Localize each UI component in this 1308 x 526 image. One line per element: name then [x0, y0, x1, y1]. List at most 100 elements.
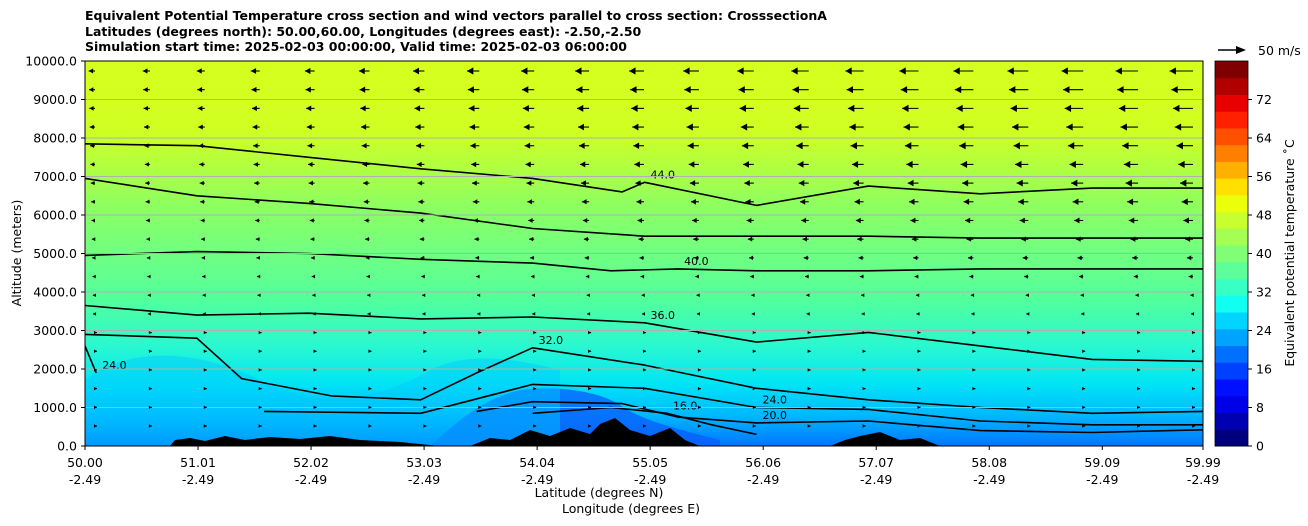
wind-vector-head [1012, 123, 1019, 131]
wind-vector-head [148, 349, 152, 353]
wind-vector-head [586, 293, 590, 297]
wind-vector-head [805, 274, 809, 279]
colorbar-segment [1215, 228, 1248, 246]
wind-vector-head [1181, 198, 1188, 206]
y-tick-label: 0.0 [57, 439, 77, 454]
wind-vector-head [1082, 424, 1086, 428]
wind-vector-head [578, 123, 584, 131]
wind-vector-head [146, 255, 151, 260]
wind-vector-head [306, 124, 312, 130]
wind-vector-head [1137, 349, 1141, 353]
colorbar-segment [1215, 362, 1248, 380]
wind-vector-head [422, 312, 426, 316]
wind-vector-head [637, 217, 642, 223]
wind-vector-head [684, 86, 691, 94]
wind-vector-head [524, 142, 531, 149]
wind-vector-head [642, 405, 646, 410]
wind-vector-head [533, 424, 537, 428]
colorbar-segment [1215, 77, 1248, 95]
wind-vector-head [478, 368, 482, 372]
wind-vector-head [146, 237, 150, 242]
wind-vector-head [752, 405, 756, 410]
wind-vector-head [1075, 236, 1081, 242]
x-tick-label-lon: -2.49 [521, 472, 553, 487]
wind-vector-head [1183, 217, 1189, 224]
wind-vector-head [256, 274, 261, 279]
wind-vector-head [957, 123, 965, 131]
wind-vector-head [1137, 386, 1141, 391]
contour-label: 24.0 [762, 394, 787, 407]
wind-vector-head [752, 368, 756, 372]
wind-vector-head [419, 236, 424, 242]
wind-vector-head [423, 368, 427, 372]
wind-vector-head [1072, 198, 1079, 206]
wind-vector-head [365, 255, 370, 260]
wind-vector-head [198, 143, 204, 149]
wind-vector-head [1021, 236, 1026, 242]
wind-vector-head [250, 68, 257, 74]
wind-vector-head [642, 330, 646, 335]
wind-vector-head [577, 104, 584, 112]
wind-vector-head [747, 236, 753, 242]
wind-vector-head [801, 217, 807, 224]
quiver-key: 50 m/s [1218, 43, 1301, 58]
wind-vector-head [859, 274, 864, 279]
wind-vector-head [257, 312, 261, 316]
x-tick-label-lon: -2.49 [634, 472, 666, 487]
colorbar-label: Equivalent potential temperature ˚C [1282, 139, 1297, 367]
wind-vector-head [148, 330, 152, 335]
wind-vector-head [92, 274, 96, 279]
wind-vector-head [738, 86, 745, 94]
contour-line [476, 400, 1203, 434]
x-axis: 50.00 -2.49 51.01 -2.49 52.02 -2.49 53.03 -2.49… [67, 446, 1221, 487]
wind-vector-head [1027, 330, 1031, 335]
wind-vector-head [368, 386, 372, 391]
wind-vector-head [307, 143, 313, 149]
wind-vector-head [963, 198, 970, 205]
colorbar-segment [1215, 194, 1248, 213]
wind-vector-head [687, 142, 694, 150]
wind-vector-head [477, 312, 481, 316]
wind-vector-head [902, 104, 909, 112]
wind-vector-head [965, 217, 971, 224]
wind-vector-head [1082, 330, 1086, 335]
wind-vector-head [471, 161, 477, 168]
wind-vector-head [642, 349, 646, 353]
wind-vector-head [147, 312, 151, 316]
x-tick-label-lon: -2.49 [860, 472, 892, 487]
wind-vector-head [467, 67, 474, 75]
x-tick-label-lon: -2.49 [747, 472, 779, 487]
wind-vector-head [526, 180, 532, 186]
wind-vector-head [798, 179, 805, 187]
wind-vector-head [422, 293, 426, 297]
wind-vector-head [1176, 142, 1183, 150]
wind-vector-head [1123, 160, 1131, 169]
wind-vector-head [368, 405, 372, 410]
wind-vector-head [807, 424, 811, 428]
wind-vector-head [1178, 160, 1185, 169]
wind-vector-head [737, 67, 744, 75]
wind-vector-head [525, 161, 531, 168]
wind-vector-head [258, 405, 262, 410]
wind-vector-head [255, 237, 260, 242]
wind-vector-head [635, 180, 641, 187]
contour-line [85, 304, 1203, 363]
wind-vector-head [253, 143, 258, 149]
colorbar-tick-label: 72 [1256, 92, 1272, 107]
colorbar-tick-label: 40 [1256, 246, 1272, 261]
wind-vector-head [478, 386, 482, 391]
wind-vector-head [972, 368, 976, 372]
wind-vector-head [93, 349, 97, 353]
wind-vector-head [1025, 293, 1029, 298]
wind-vector-head [583, 236, 588, 242]
wind-vector-head [752, 424, 756, 428]
x-tick-label-lon: -2.49 [69, 472, 101, 487]
wind-vector-head [751, 293, 755, 297]
wind-vector-head [91, 237, 96, 242]
wind-vector-head [413, 86, 420, 93]
y-tick-label: 8000.0 [33, 131, 77, 146]
wind-vector-head [93, 312, 97, 316]
x-tick-label-lon: -2.49 [182, 472, 214, 487]
wind-vector-head [143, 87, 148, 93]
wind-vector-head [697, 330, 701, 335]
